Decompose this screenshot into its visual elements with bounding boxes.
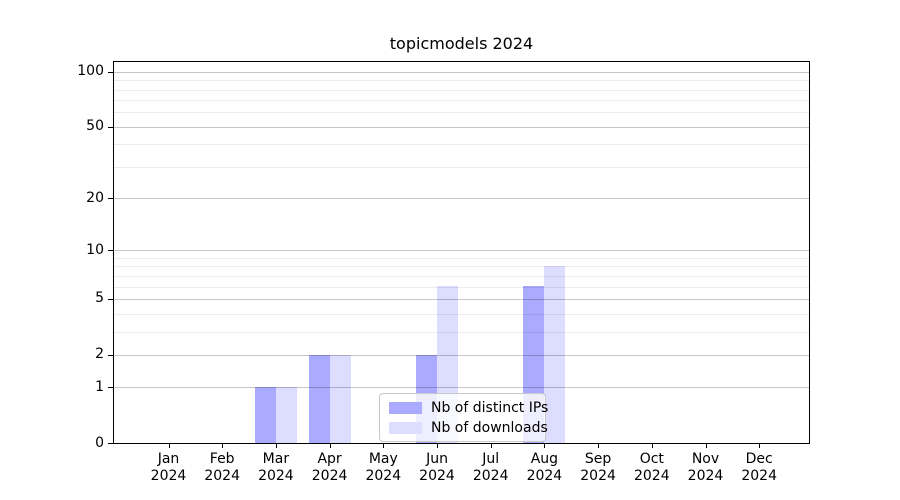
x-tick-label-aug: Aug 2024	[526, 451, 563, 484]
legend-swatch-distinct-ips-icon	[389, 401, 422, 414]
bar-mar-distinct-ips	[254, 387, 276, 443]
gridline-5	[114, 298, 809, 300]
x-tick-mark-dec	[759, 444, 761, 448]
x-tick-label-jun: Jun 2024	[419, 451, 455, 484]
y-tick-label-2: 2	[95, 346, 104, 363]
x-tick-mark-nov	[705, 444, 707, 448]
y-tick-mark-5	[108, 298, 113, 300]
gridline-60	[114, 112, 809, 114]
x-tick-mark-apr	[329, 444, 331, 448]
gridline-4	[114, 313, 809, 315]
bar-apr-distinct-ips	[308, 354, 330, 443]
legend: Nb of distinct IPs Nb of downloads	[379, 393, 548, 442]
x-tick-mark-aug	[544, 444, 546, 448]
y-tick-mark-20	[108, 198, 113, 200]
gridline-20	[114, 198, 809, 200]
y-tick-label-0: 0	[95, 434, 104, 451]
x-tick-mark-jun	[437, 444, 438, 448]
plot-area: Nb of distinct IPs Nb of downloads	[113, 61, 810, 444]
x-tick-mark-mar	[275, 444, 277, 448]
gridline-9	[114, 257, 809, 259]
bar-apr-downloads	[329, 354, 351, 443]
gridline-3	[114, 331, 809, 333]
gridline-70	[114, 100, 809, 102]
chart-title: topicmodels 2024	[389, 34, 534, 53]
gridline-40	[114, 144, 809, 146]
x-tick-label-sep: Sep 2024	[580, 451, 616, 484]
y-tick-mark-1	[108, 387, 113, 389]
gridline-7	[114, 275, 809, 277]
bar-mar-downloads	[275, 387, 297, 443]
y-tick-mark-2	[108, 354, 113, 356]
gridline-80	[114, 89, 809, 91]
x-tick-label-jan: Jan 2024	[150, 451, 187, 484]
gridline-50	[114, 126, 809, 128]
y-tick-label-10: 10	[86, 241, 104, 258]
y-tick-label-50: 50	[86, 118, 104, 135]
y-tick-mark-10	[108, 250, 113, 252]
y-tick-label-5: 5	[95, 290, 104, 307]
gridline-2	[114, 354, 809, 356]
y-tick-mark-100	[108, 71, 113, 73]
gridline-6	[114, 286, 809, 288]
gridline-100	[114, 71, 809, 73]
x-tick-label-nov: Nov 2024	[687, 451, 724, 484]
y-tick-mark-0	[108, 443, 113, 444]
grid-layer	[114, 62, 809, 443]
x-tick-mark-jan	[168, 444, 170, 448]
legend-item-downloads: Nb of downloads	[389, 419, 548, 436]
x-tick-label-dec: Dec 2024	[741, 451, 777, 484]
gridline-30	[114, 166, 809, 168]
x-tick-label-mar: Mar 2024	[258, 451, 294, 484]
x-tick-mark-oct	[651, 444, 653, 448]
legend-item-distinct-ips: Nb of distinct IPs	[389, 399, 548, 416]
gridline-10	[114, 250, 809, 252]
y-tick-label-20: 20	[86, 189, 104, 206]
y-tick-label-100: 100	[77, 63, 104, 80]
x-tick-mark-may	[383, 444, 385, 448]
x-tick-label-jul: Jul 2024	[472, 451, 509, 484]
y-tick-mark-50	[108, 126, 113, 128]
legend-swatch-downloads-icon	[389, 421, 422, 434]
gridline-1	[114, 387, 809, 389]
x-tick-mark-jul	[490, 444, 492, 448]
x-tick-label-apr: Apr 2024	[311, 451, 348, 484]
x-tick-label-may: May 2024	[365, 451, 402, 484]
x-tick-mark-feb	[222, 444, 224, 448]
x-tick-label-feb: Feb 2024	[204, 451, 240, 484]
x-tick-mark-sep	[598, 444, 600, 448]
x-tick-label-oct: Oct 2024	[633, 451, 670, 484]
legend-label-downloads: Nb of downloads	[431, 419, 548, 436]
legend-label-distinct-ips: Nb of distinct IPs	[431, 399, 549, 416]
gridline-8	[114, 266, 809, 268]
gridline-90	[114, 80, 809, 82]
y-tick-label-1: 1	[95, 378, 104, 395]
